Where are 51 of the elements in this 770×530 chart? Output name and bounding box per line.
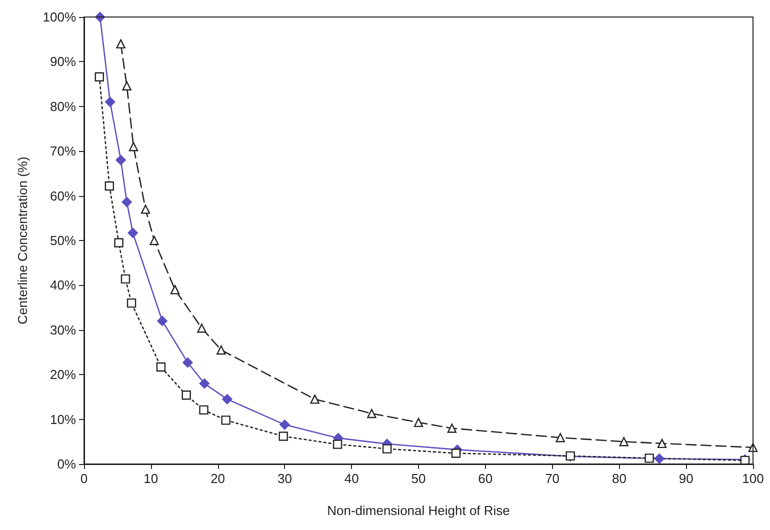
point — [382, 444, 392, 454]
x-axis-title: Non-dimensional Height of Rise — [327, 503, 510, 518]
point — [278, 432, 288, 441]
point — [197, 324, 206, 333]
point — [126, 298, 136, 308]
y-tick-label: 30% — [50, 322, 76, 338]
point — [222, 394, 232, 404]
x-tick-label: 90 — [678, 471, 694, 486]
point — [182, 357, 193, 368]
y-tick-label: 40% — [50, 278, 76, 293]
x-tick-label: 30 — [277, 471, 292, 486]
x-tick-label: 40 — [344, 471, 359, 486]
y-tick-label: 20% — [50, 367, 76, 382]
point — [280, 420, 290, 430]
point — [199, 378, 210, 389]
y-tick-label: 90% — [50, 54, 76, 70]
y-tick-label: 60% — [50, 188, 76, 204]
y-tick-label: 70% — [50, 144, 76, 159]
x-tick-label: 100 — [742, 471, 764, 486]
x-tick-label: 70 — [545, 471, 560, 486]
point — [199, 405, 208, 415]
point — [114, 238, 124, 248]
point — [104, 96, 116, 108]
x-tick-label: 50 — [411, 471, 426, 486]
point — [156, 362, 166, 372]
y-tick-label: 0% — [57, 456, 76, 472]
point — [221, 416, 230, 425]
y-tick-label: 50% — [50, 233, 76, 248]
y-axis-title: Centerline Concentration (%) — [15, 156, 30, 324]
y-tick-label: 100% — [42, 10, 76, 24]
point — [157, 316, 168, 326]
point — [128, 228, 138, 238]
point — [654, 454, 664, 464]
point — [122, 196, 132, 208]
point — [140, 204, 150, 214]
point — [332, 440, 342, 449]
x-tick-label: 10 — [144, 471, 158, 486]
point — [150, 236, 159, 246]
y-tick-label: 80% — [50, 98, 76, 114]
point — [94, 72, 104, 82]
point — [451, 448, 461, 458]
point — [104, 181, 114, 191]
x-tick-label: 20 — [210, 471, 226, 486]
point — [182, 390, 191, 400]
y-tick-label: 10% — [50, 412, 76, 427]
x-tick-label: 80 — [612, 471, 626, 486]
x-tick-label: 0 — [80, 471, 88, 486]
point — [644, 454, 654, 463]
point — [120, 274, 130, 284]
point — [116, 154, 126, 166]
x-tick-label: 60 — [478, 471, 493, 486]
